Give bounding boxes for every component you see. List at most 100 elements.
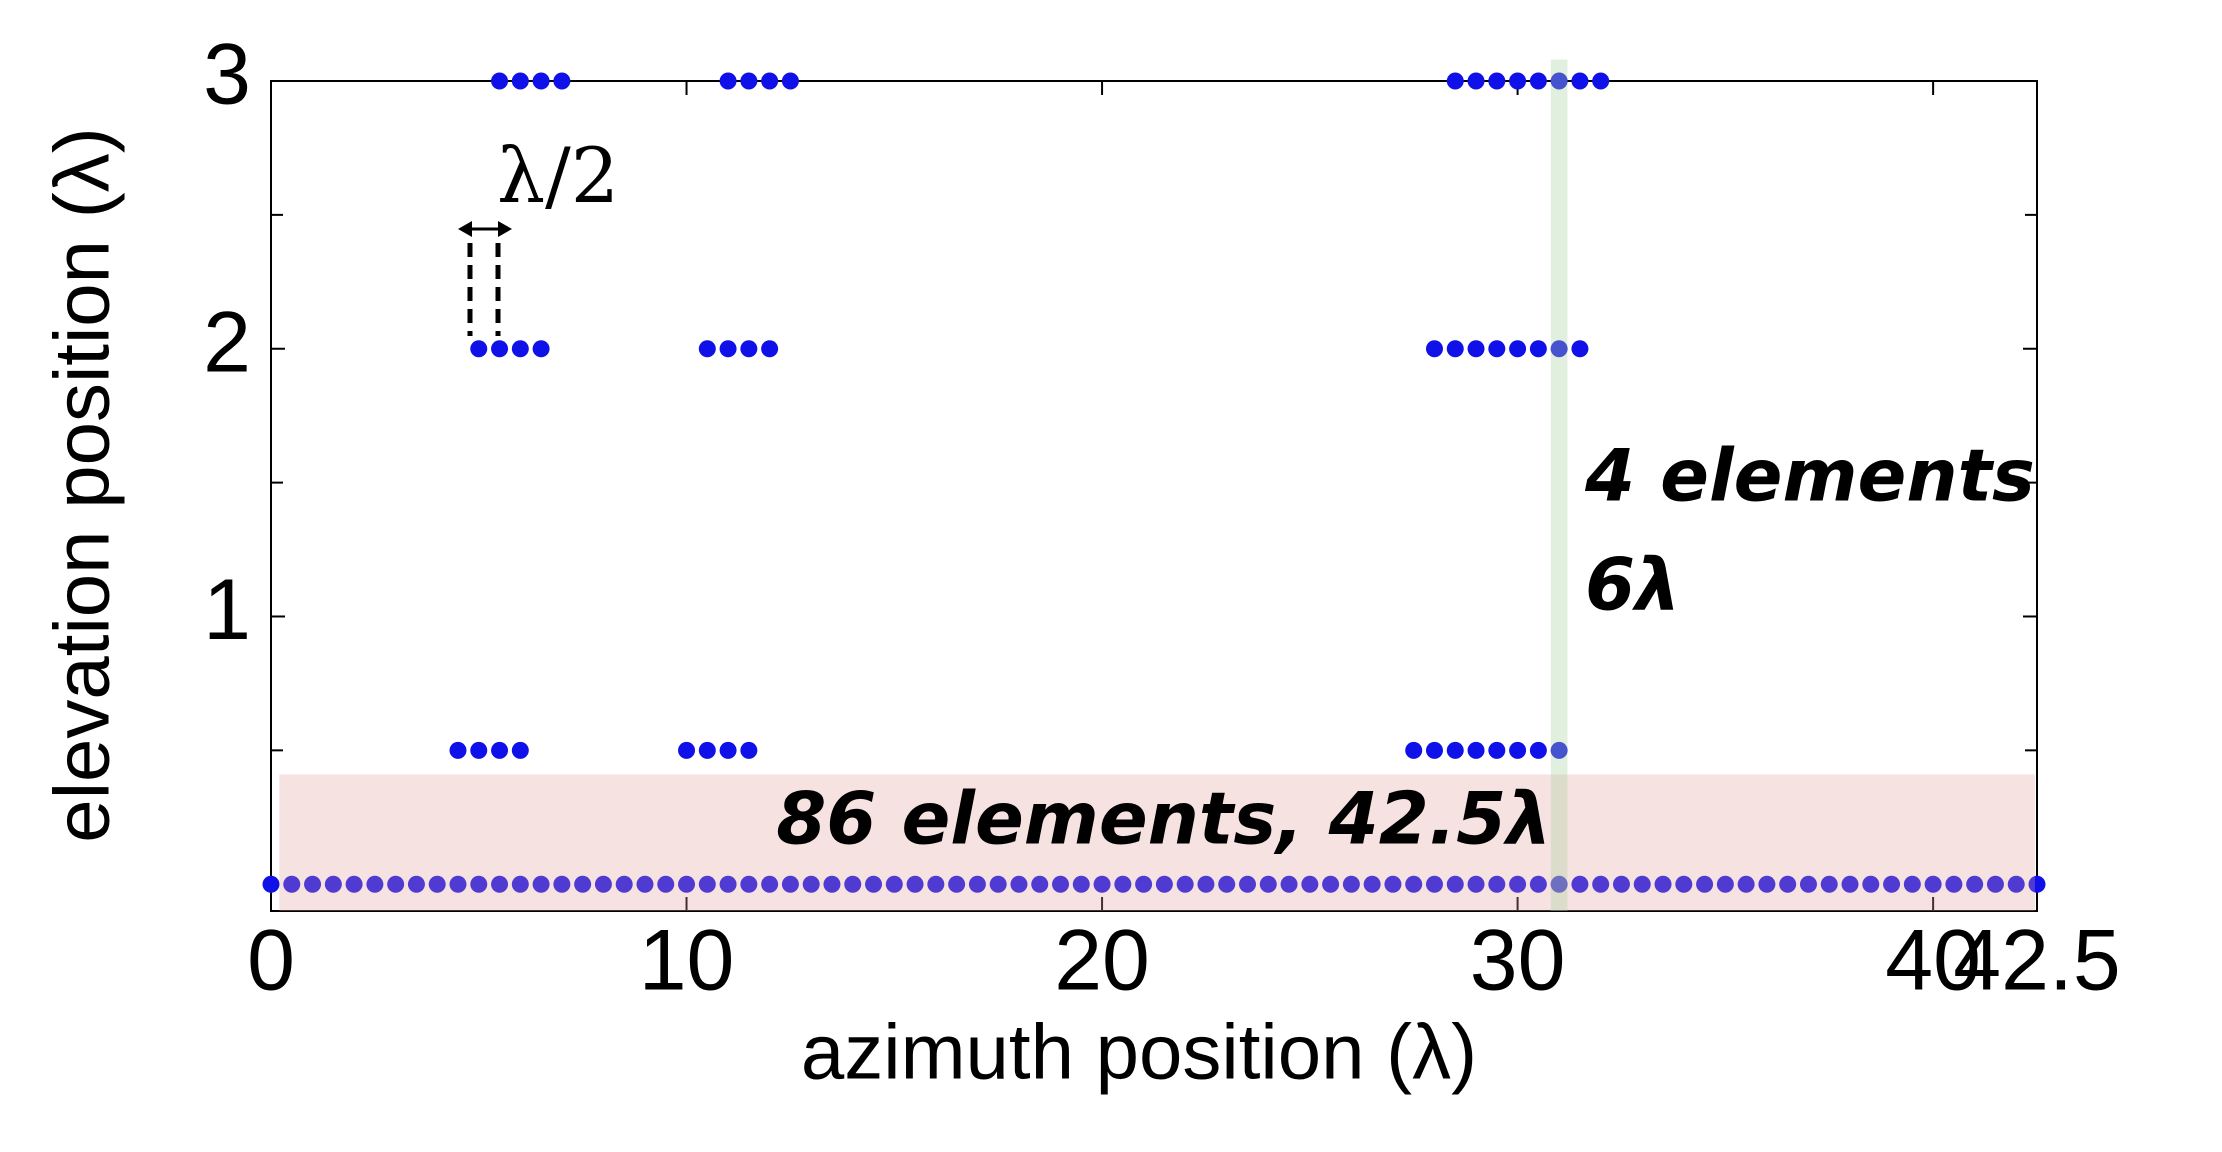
element-point — [1363, 875, 1381, 893]
element-point — [428, 875, 446, 893]
element-point — [1488, 72, 1506, 90]
element-point — [1488, 875, 1506, 893]
element-point — [1280, 875, 1298, 893]
element-point — [1467, 741, 1485, 759]
element-point — [1737, 875, 1755, 893]
annotation: 4 elements — [1584, 434, 2035, 518]
annotation: λ/2 — [497, 131, 619, 220]
element-point — [1529, 72, 1547, 90]
element-point — [1966, 875, 1984, 893]
element-point — [345, 875, 363, 893]
element-point — [1446, 340, 1464, 358]
element-point — [1529, 875, 1547, 893]
x-tick-label: 30 — [1470, 913, 1566, 1009]
element-point — [885, 875, 903, 893]
element-point — [1841, 875, 1859, 893]
element-point — [719, 72, 737, 90]
element-point — [844, 875, 862, 893]
element-point — [1301, 875, 1319, 893]
element-point — [698, 875, 716, 893]
element-point — [470, 741, 488, 759]
element-point — [1633, 875, 1651, 893]
element-point — [407, 875, 425, 893]
y-tick-label: 2 — [203, 294, 251, 390]
element-point — [511, 340, 529, 358]
half-wavelength-marker — [458, 221, 512, 336]
element-point — [511, 72, 529, 90]
element-point — [719, 340, 737, 358]
element-point — [553, 875, 571, 893]
element-point — [1550, 875, 1568, 893]
element-point — [1446, 741, 1464, 759]
element-point — [1238, 875, 1256, 893]
element-point — [719, 741, 737, 759]
element-point — [1716, 875, 1734, 893]
element-point — [491, 741, 509, 759]
element-point — [906, 875, 924, 893]
element-point — [761, 875, 779, 893]
element-point — [1862, 875, 1880, 893]
element-point — [532, 875, 550, 893]
element-point — [1758, 875, 1776, 893]
element-point — [740, 741, 758, 759]
arrow-heads — [458, 221, 512, 237]
y-axis-label: elevation position (λ) — [38, 127, 126, 842]
element-point — [1405, 875, 1423, 893]
element-point — [324, 875, 342, 893]
element-point — [698, 340, 716, 358]
element-point — [1467, 875, 1485, 893]
element-point — [283, 875, 301, 893]
element-point — [1155, 875, 1173, 893]
element-point — [470, 875, 488, 893]
element-point — [1675, 875, 1693, 893]
element-point — [740, 340, 758, 358]
x-tick-label: 0 — [247, 913, 295, 1009]
element-point — [781, 72, 799, 90]
element-point — [387, 875, 405, 893]
element-point — [491, 875, 509, 893]
element-point — [2007, 875, 2025, 893]
element-point — [740, 875, 758, 893]
element-point — [1550, 741, 1568, 759]
element-point — [968, 875, 986, 893]
element-point — [1446, 875, 1464, 893]
plot-frame — [270, 80, 2038, 912]
element-point — [1924, 875, 1942, 893]
element-point — [636, 875, 654, 893]
element-point — [2028, 875, 2046, 893]
element-point — [1259, 875, 1277, 893]
element-point — [1425, 875, 1443, 893]
shaded-region — [1550, 59, 1568, 912]
element-point — [678, 875, 696, 893]
element-point — [1986, 875, 2004, 893]
element-point — [1571, 875, 1589, 893]
element-point — [698, 741, 716, 759]
x-tick-label: 42.5 — [1953, 913, 2120, 1009]
element-point — [1509, 340, 1527, 358]
element-point — [1592, 72, 1610, 90]
element-point — [1550, 340, 1568, 358]
element-point — [1654, 875, 1672, 893]
element-point — [740, 72, 758, 90]
element-point — [532, 72, 550, 90]
element-point — [1509, 741, 1527, 759]
element-point — [615, 875, 633, 893]
element-point — [1114, 875, 1132, 893]
element-point — [1467, 340, 1485, 358]
element-point — [449, 875, 467, 893]
element-point — [1446, 72, 1464, 90]
y-tick-label: 1 — [203, 562, 251, 658]
element-point — [1529, 741, 1547, 759]
element-point — [1488, 741, 1506, 759]
element-point — [927, 875, 945, 893]
element-point — [948, 875, 966, 893]
x-tick-label: 10 — [639, 913, 735, 1009]
element-point — [1779, 875, 1797, 893]
element-point — [823, 875, 841, 893]
element-point — [1093, 875, 1111, 893]
element-point — [678, 741, 696, 759]
element-point — [470, 340, 488, 358]
element-point — [1592, 875, 1610, 893]
element-point — [1072, 875, 1090, 893]
element-point — [1405, 741, 1423, 759]
